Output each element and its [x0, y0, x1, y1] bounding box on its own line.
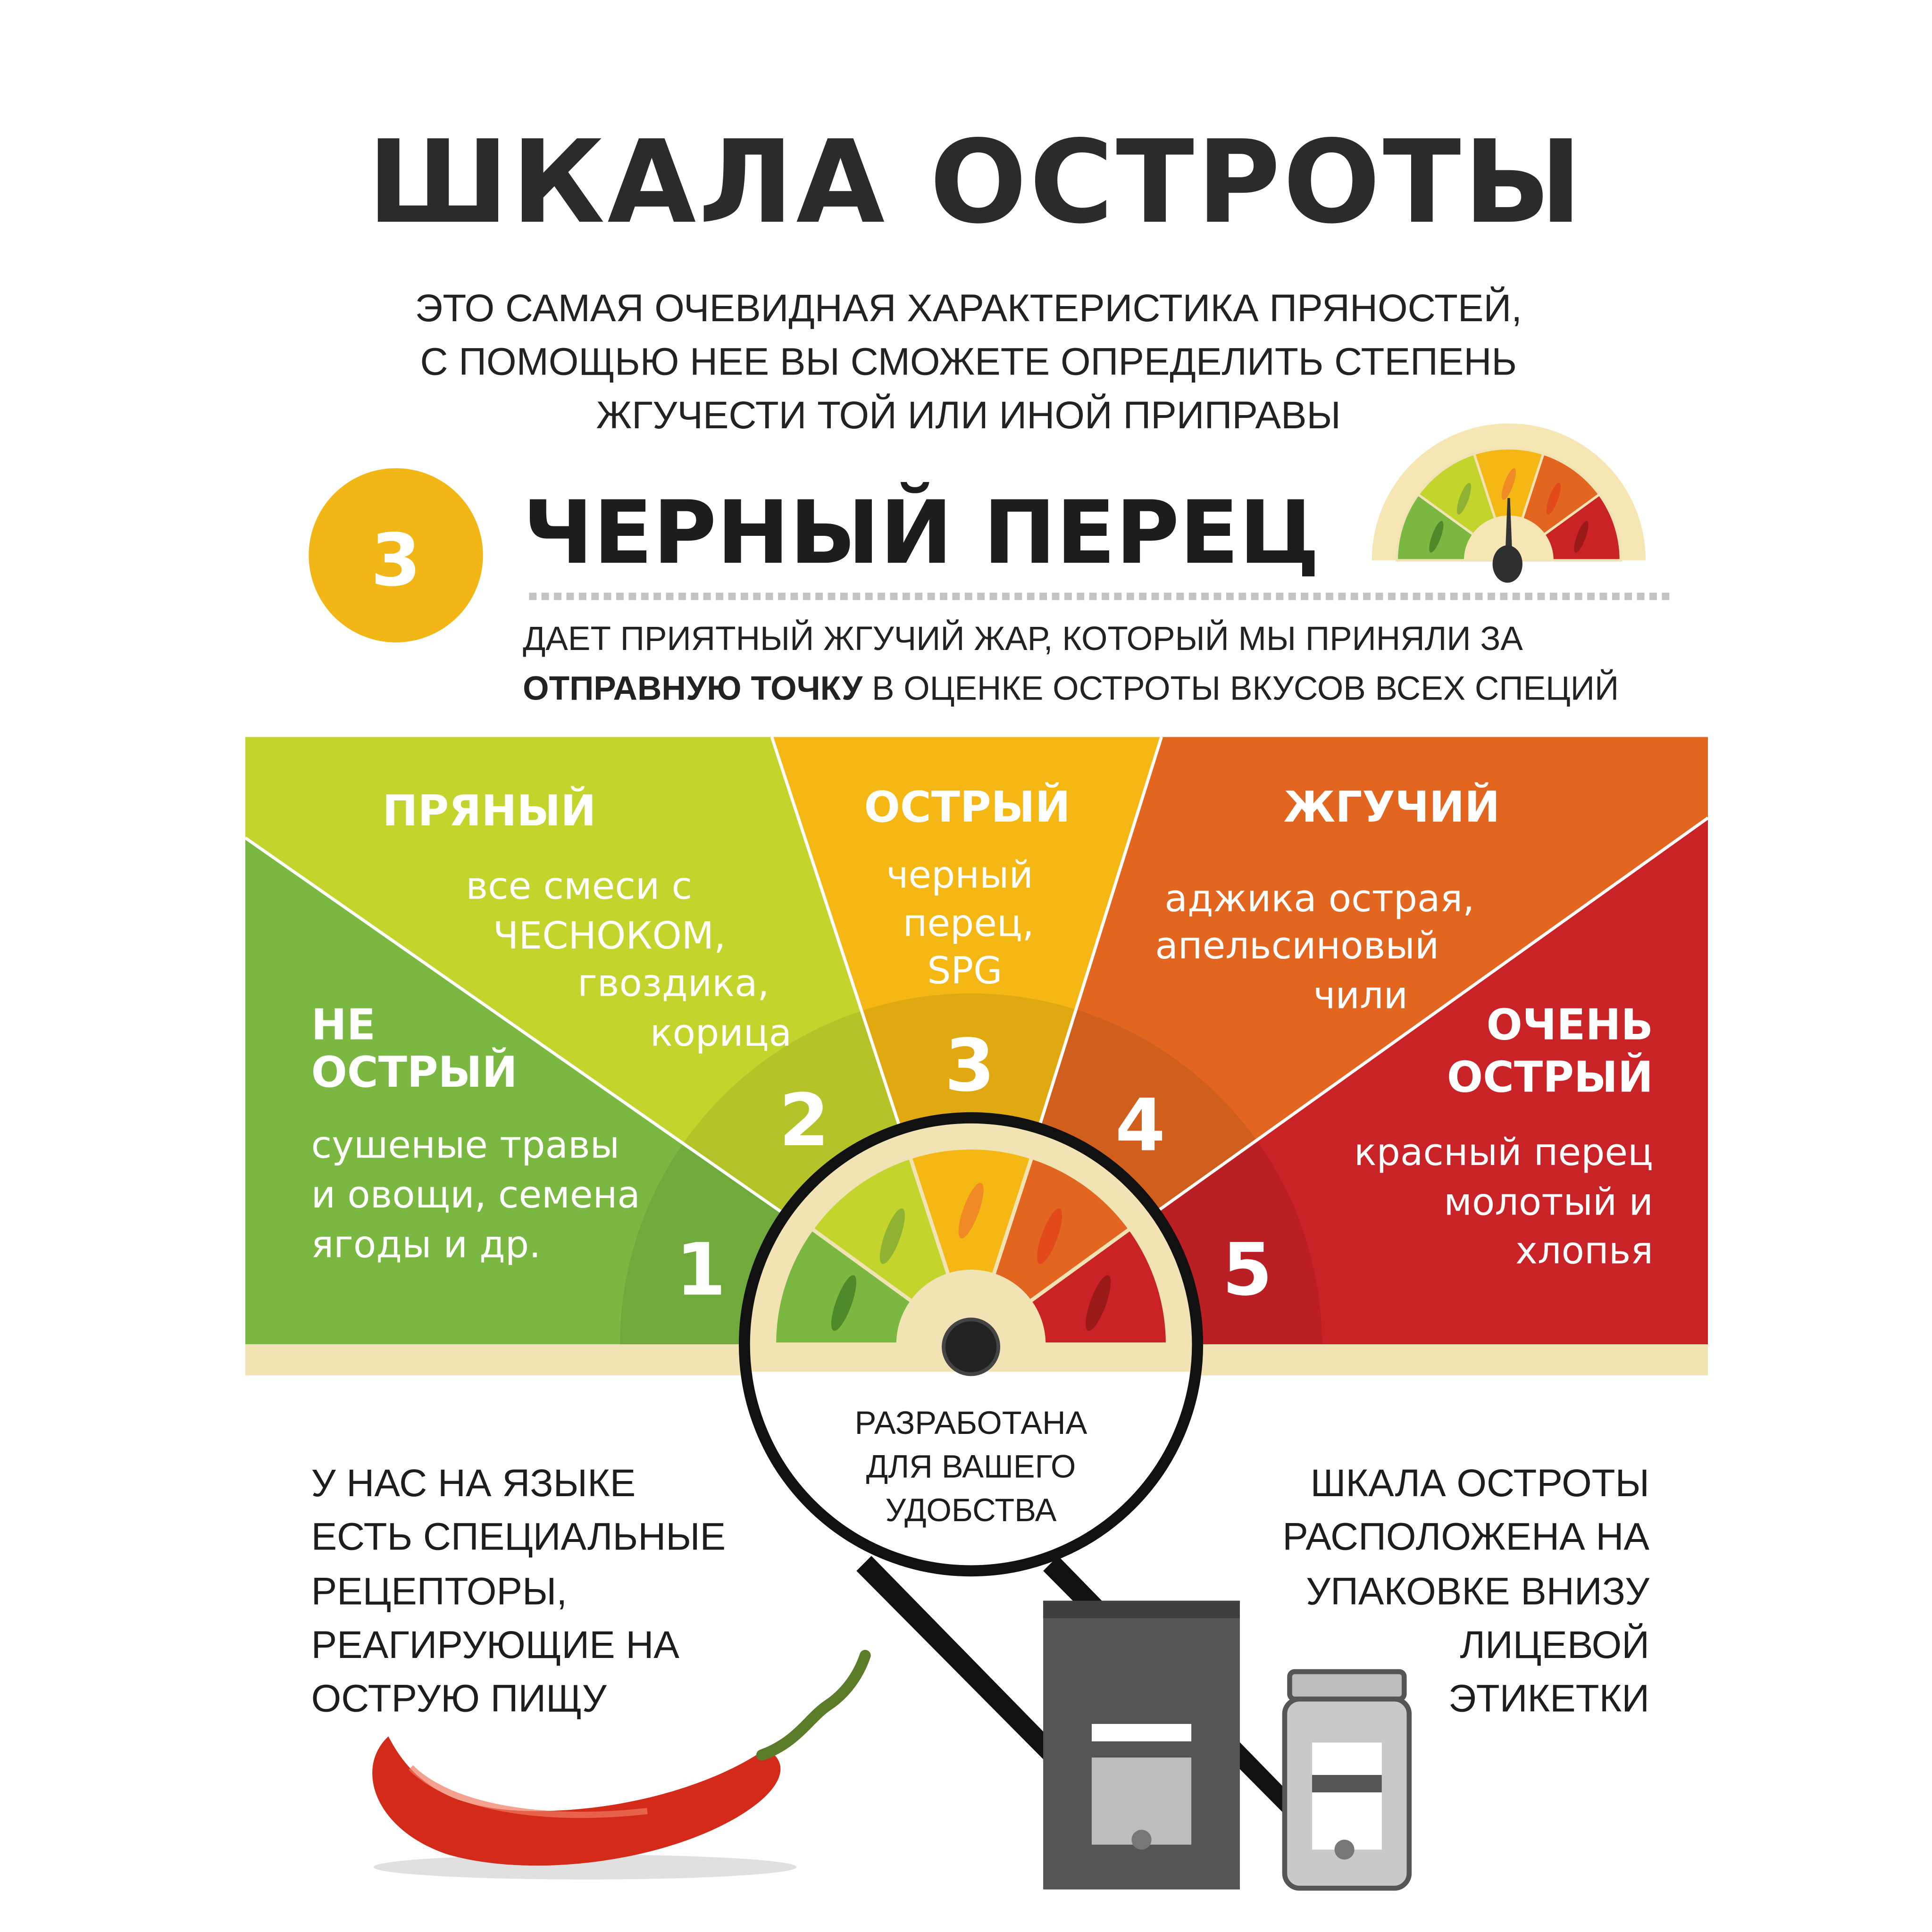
level-examples: хлопья [1515, 1229, 1653, 1273]
level-number: 1 [676, 1228, 726, 1312]
left-note: У НАС НА ЯЗЫКЕ ЕСТЬ СПЕЦИАЛЬНЫЕ РЕЦЕПТОР… [311, 1462, 726, 1720]
note-line: ЭТИКЕТКИ [1448, 1677, 1649, 1720]
level-name: ОСТРЫЙ [864, 783, 1071, 832]
magnifier-text: РАЗРАБОТАНА [855, 1405, 1087, 1441]
level-examples: красный перец [1354, 1131, 1653, 1174]
intro-line: ЖГУЧЕСТИ ТОЙ ИЛИ ИНОЙ ПРИПРАВЫ [596, 393, 1341, 437]
small-gauge [1372, 423, 1646, 583]
level-number: 5 [1222, 1228, 1272, 1312]
level-examples: молотый и [1444, 1181, 1653, 1224]
level-number: 2 [779, 1079, 829, 1163]
chili-pepper-icon [372, 1649, 871, 1880]
note-line: РЕЦЕПТОРЫ, [311, 1570, 567, 1613]
level-name: НЕ [311, 1001, 376, 1050]
level-examples: аджика острая, [1164, 877, 1474, 920]
note-line: УПАКОВКЕ ВНИЗУ [1306, 1570, 1650, 1613]
intro-text: ЭТО САМАЯ ОЧЕВИДНАЯ ХАРАКТЕРИСТИКА ПРЯНО… [415, 286, 1522, 437]
level-name: ОЧЕНЬ [1486, 1001, 1653, 1050]
scale-sector-4 [971, 737, 1708, 1345]
level-badge-number: 3 [371, 519, 421, 603]
scale-level-5: ОЧЕНЬ ОСТРЫЙ красный перец молотый и хло… [1222, 1001, 1653, 1312]
level-name: ПРЯНЫЙ [382, 786, 596, 836]
description-bold: ОТПРАВНУЮ ТОЧКУ [523, 670, 863, 707]
scale-level-4: ЖГУЧИЙ аджика острая, апельсиновый чили … [1115, 783, 1500, 1168]
level-name: ЖГУЧИЙ [1283, 783, 1500, 832]
level-name: ОСТРЫЙ [311, 1048, 518, 1097]
spice-bag-icon [1043, 1600, 1240, 1890]
note-line: У НАС НА ЯЗЫКЕ [311, 1462, 636, 1505]
intro-line: ЭТО САМАЯ ОЧЕВИДНАЯ ХАРАКТЕРИСТИКА ПРЯНО… [415, 286, 1522, 330]
scale-level-3: ОСТРЫЙ черный перец, SPG 3 [864, 783, 1071, 1108]
level-examples: апельсиновый [1155, 924, 1439, 967]
level-examples: ягоды и др. [311, 1223, 541, 1266]
level-name: ОСТРЫЙ [1447, 1052, 1653, 1102]
scale-level-1: НЕ ОСТРЫЙ сушеные травы и овощи, семена … [311, 1001, 726, 1312]
spice-jar-icon [1282, 1669, 1412, 1891]
gauge-segment-3 [908, 1146, 1034, 1350]
level-examples: ЧЕСНОКОМ, [493, 914, 726, 958]
level-number: 3 [945, 1024, 995, 1108]
note-line: ОСТРУЮ ПИЩУ [311, 1677, 607, 1720]
chili-icon [958, 1183, 984, 1239]
heat-scale-band [245, 737, 1708, 1345]
note-line: ЛИЦЕВОЙ [1460, 1623, 1649, 1666]
magnifier-text: ДЛЯ ВАШЕГО [866, 1448, 1076, 1484]
description-rest: В ОЦЕНКЕ ОСТРОТЫ ВКУСОВ ВСЕХ СПЕЦИЙ [862, 669, 1619, 707]
note-line: ЕСТЬ СПЕЦИАЛЬНЫЕ [311, 1515, 726, 1558]
right-note: ШКАЛА ОСТРОТЫ РАСПОЛОЖЕНА НА УПАКОВКЕ ВН… [1282, 1462, 1650, 1720]
gauge-needle [1505, 498, 1513, 560]
note-line: РЕАГИРУЮЩИЕ НА [311, 1624, 680, 1666]
page-title: ШКАЛА ОСТРОТЫ [368, 116, 1585, 249]
gauge-knob [1492, 545, 1522, 583]
chili-icon [1546, 483, 1561, 515]
level-badge [309, 468, 483, 642]
chili-icon [1429, 521, 1444, 553]
chili-icon [1037, 1208, 1062, 1264]
product-description: ОТПРАВНУЮ ТОЧКУ В ОЦЕНКЕ ОСТРОТЫ ВКУСОВ … [523, 669, 1619, 707]
level-examples: перец, [903, 902, 1034, 945]
level-examples: и овощи, семена [311, 1173, 640, 1216]
magnifier: РАЗРАБОТАНА ДЛЯ ВАШЕГО УДОБСТВА [738, 1112, 1204, 1577]
chili-icon [831, 1275, 856, 1331]
scale-sector-2 [245, 737, 971, 1345]
intro-line: С ПОМОЩЬЮ НЕЕ ВЫ СМОЖЕТЕ ОПРЕДЕЛИТЬ СТЕП… [420, 341, 1517, 383]
note-line: РАСПОЛОЖЕНА НА [1282, 1515, 1649, 1558]
chili-icon [1456, 483, 1472, 515]
level-examples: SPG [927, 949, 1002, 992]
level-examples: черный [887, 853, 1033, 897]
chili-icon [1086, 1275, 1111, 1331]
level-examples: чили [1313, 974, 1408, 1017]
level-examples: сушеные травы [311, 1123, 620, 1166]
scale-sector-3 [771, 737, 1162, 1345]
chili-icon [879, 1208, 905, 1264]
chili-icon [1501, 468, 1516, 500]
product-name: ЧЕРНЫЙ ПЕРЕЦ [523, 482, 1320, 583]
level-examples: все смеси с [466, 865, 692, 908]
product-description: ДАЕТ ПРИЯТНЫЙ ЖГУЧИЙ ЖАР, КОТОРЫЙ МЫ ПРИ… [523, 620, 1523, 658]
level-examples: гвоздика, [577, 961, 769, 1005]
level-examples: корица [650, 1011, 792, 1055]
chili-icon [1574, 521, 1589, 553]
note-line: ШКАЛА ОСТРОТЫ [1311, 1462, 1650, 1505]
scale-level-2: ПРЯНЫЙ все смеси с ЧЕСНОКОМ, гвоздика, к… [382, 786, 829, 1163]
level-number: 4 [1115, 1084, 1165, 1168]
gauge-knob [942, 1317, 1001, 1376]
magnifier-text: УДОБСТВА [886, 1492, 1057, 1528]
